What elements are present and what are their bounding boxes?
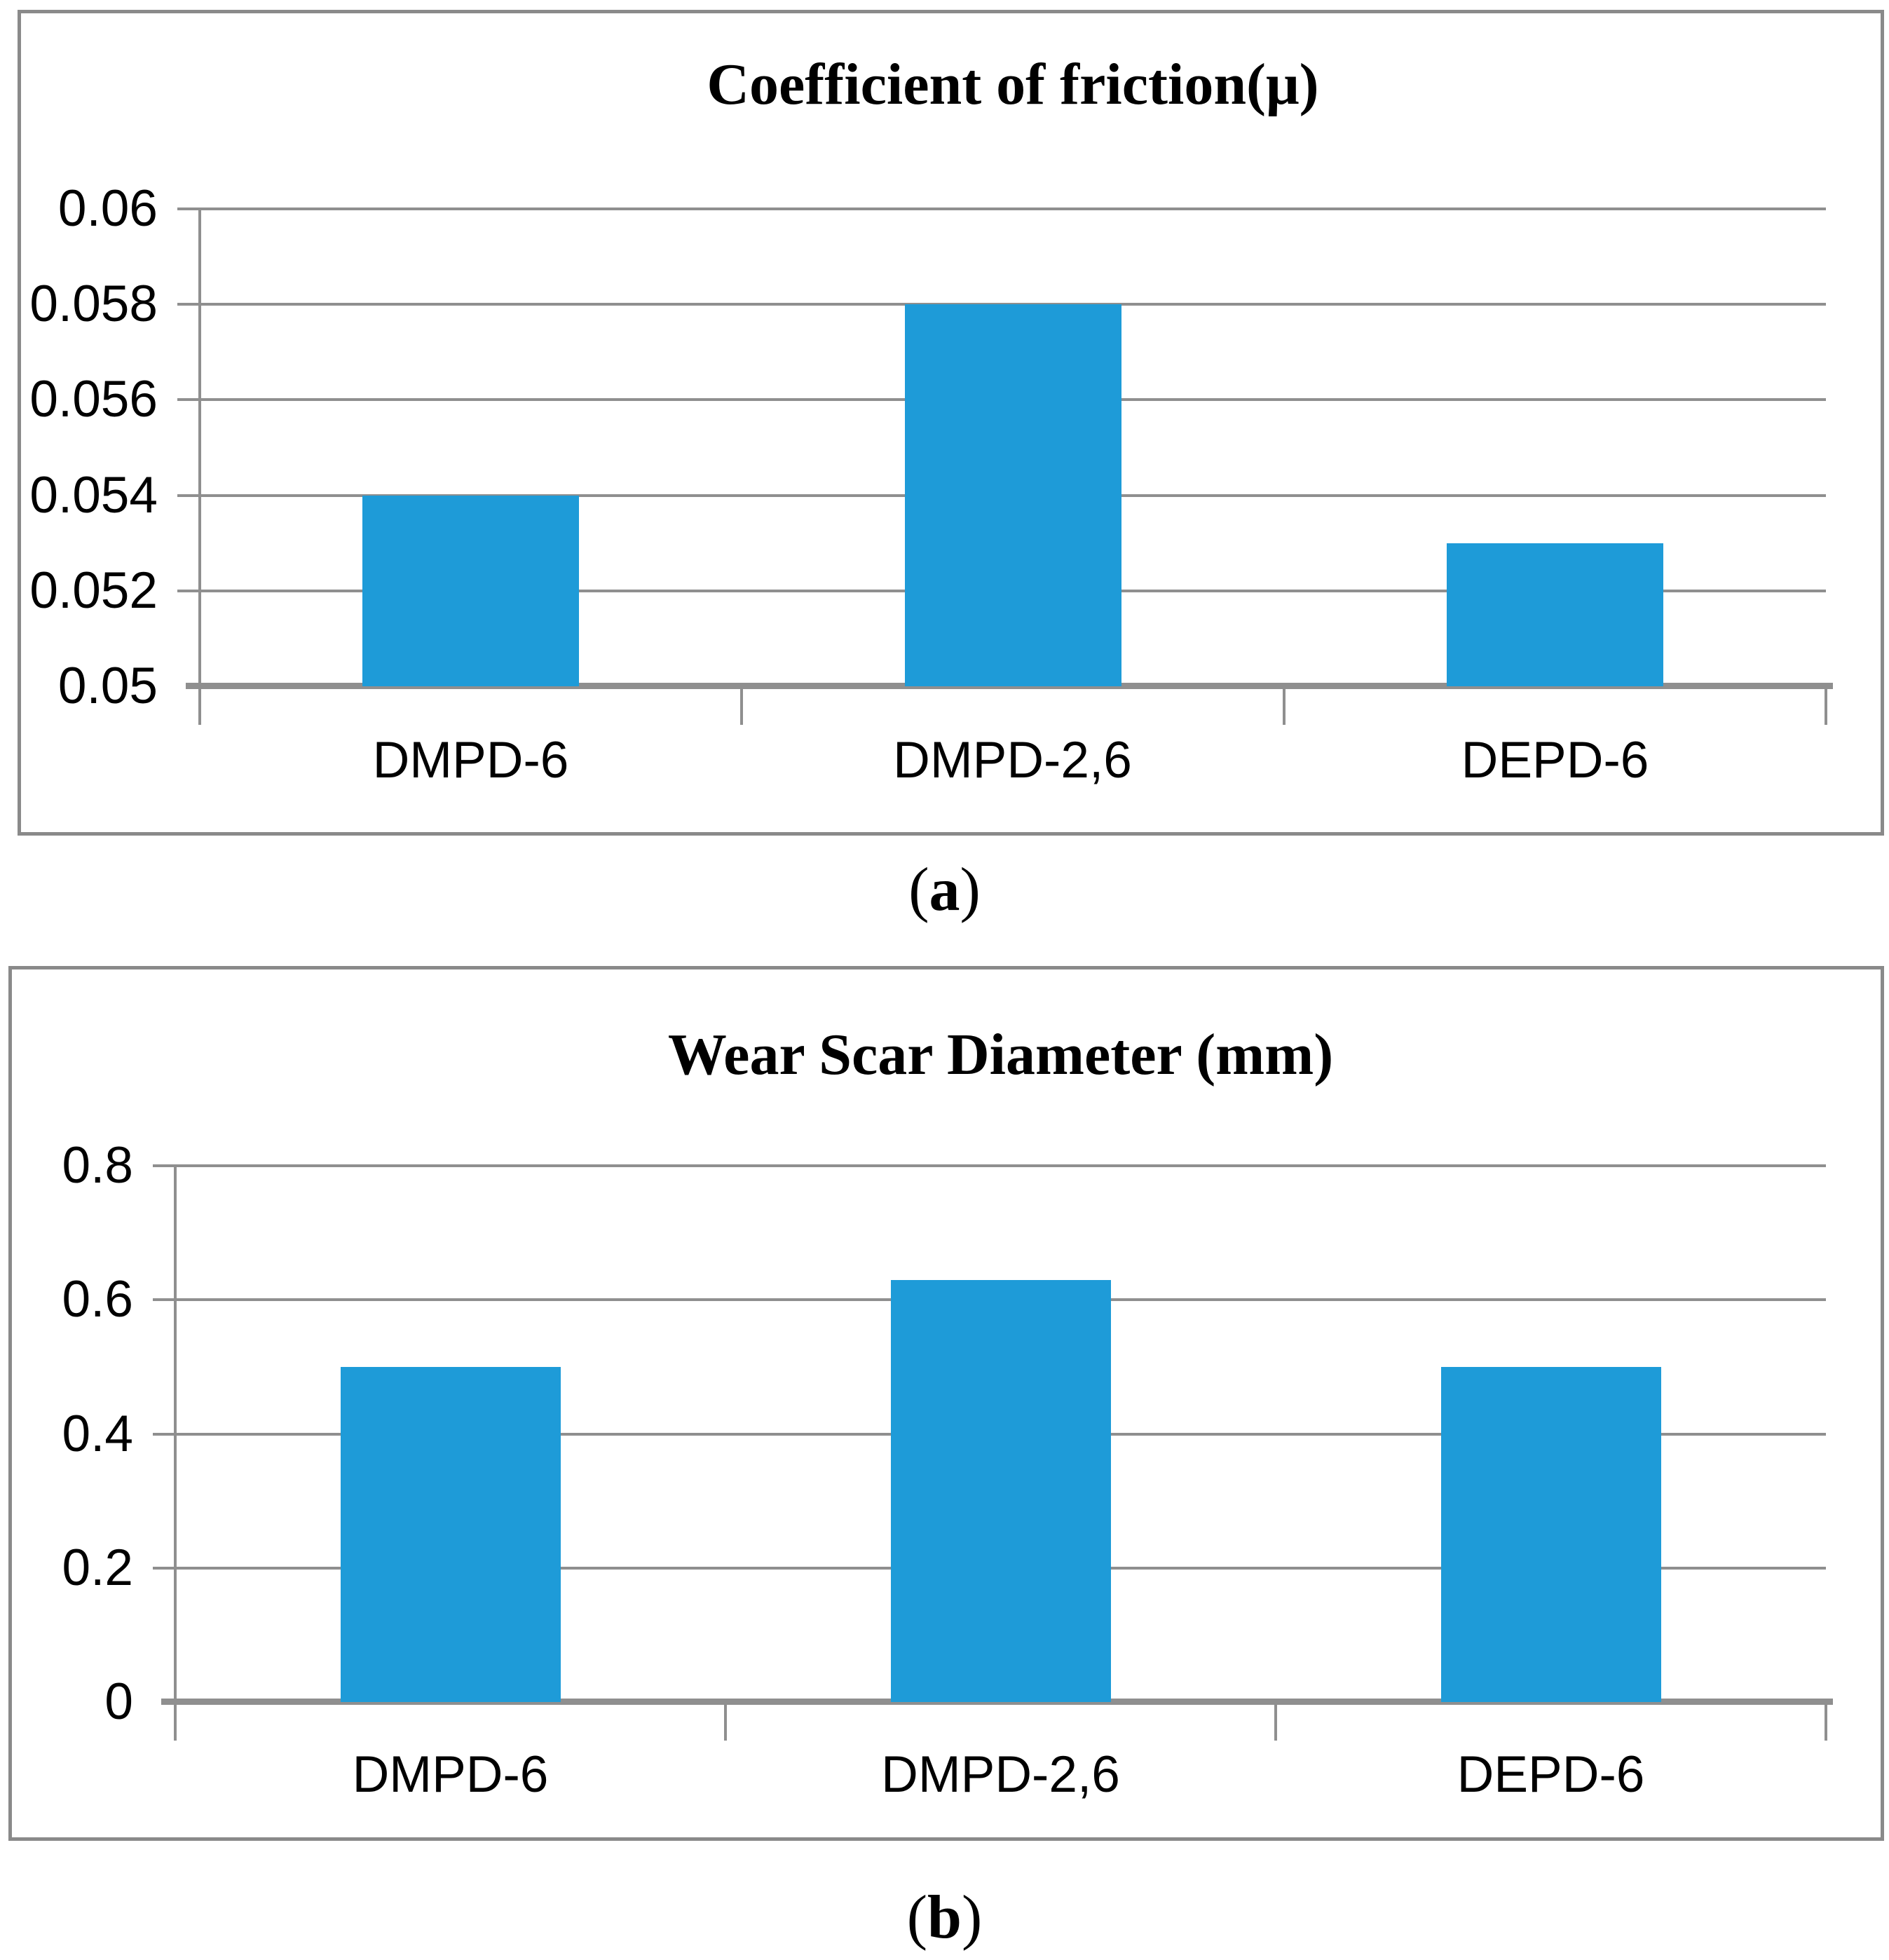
bar-dmpd-2-6: [905, 304, 1121, 686]
panel-caption-a: (a): [0, 856, 1889, 925]
y-tick-label: 0.054: [29, 466, 158, 524]
y-tick-label: 0.05: [57, 658, 158, 714]
chart-panel-b: Wear Scar Diameter (mm) 0.8 0.6 0.4 0.2 0 DMP…: [8, 966, 1884, 1841]
x-category-label: DMPD-6: [352, 1746, 549, 1803]
y-tick-label: 0.056: [29, 371, 158, 428]
chart-title-b: Wear Scar Diameter (mm): [667, 1022, 1334, 1087]
y-tick-label: 0.052: [29, 562, 158, 619]
plot-area-b: 0.8 0.6 0.4 0.2 0 DMPD-6 DMPD-2,6 DEPD-6: [62, 1138, 1833, 1803]
y-tick-label: 0.8: [62, 1137, 133, 1194]
caption-b-close-paren: ): [961, 1884, 983, 1952]
x-category-label: DEPD-6: [1461, 732, 1649, 789]
gridline: [177, 207, 1826, 210]
x-category-label: DMPD-6: [372, 732, 569, 789]
y-tick-label: 0.06: [57, 180, 158, 237]
plot-area-a: 0.06 0.058 0.056 0.054 0.052 0.05 DMPD-6 DMPD-2…: [29, 181, 1833, 789]
caption-a-close-paren: ): [960, 856, 981, 924]
x-category-label: DMPD-2,6: [881, 1746, 1120, 1803]
y-tick-label: 0.058: [29, 275, 158, 333]
x-axis-tick: [724, 1705, 727, 1741]
y-tick-label: 0.6: [62, 1271, 133, 1328]
x-category-label: DMPD-2,6: [893, 732, 1132, 789]
x-axis-tick: [1274, 1705, 1277, 1741]
caption-b-letter: b: [927, 1884, 962, 1952]
y-axis-line: [174, 1166, 177, 1741]
caption-a-letter: a: [929, 856, 960, 924]
caption-a-open-paren: (: [908, 856, 929, 924]
y-tick-label: 0.2: [62, 1539, 133, 1596]
x-axis-tick: [1283, 689, 1286, 725]
x-category-label: DEPD-6: [1457, 1746, 1645, 1803]
bar-dmpd-6: [341, 1367, 561, 1702]
bar-dmpd-2-6: [891, 1280, 1111, 1702]
x-axis-tick: [1825, 689, 1827, 725]
bar-dmpd-6: [362, 496, 579, 686]
bar-depd-6: [1447, 543, 1663, 686]
gridline: [153, 1164, 1826, 1167]
x-axis-tick: [1825, 1705, 1827, 1741]
chart-panel-a: Coefficient of friction(μ) 0.06 0.058 0.05…: [18, 10, 1884, 836]
bar-depd-6: [1441, 1367, 1661, 1702]
y-tick-label: 0: [104, 1673, 133, 1730]
x-axis-tick: [740, 689, 743, 725]
y-axis-line: [198, 209, 201, 725]
chart-title-a: Coefficient of friction(μ): [707, 52, 1319, 117]
y-tick-label: 0.4: [62, 1405, 133, 1462]
caption-b-open-paren: (: [906, 1884, 928, 1952]
panel-caption-b: (b): [0, 1884, 1889, 1952]
